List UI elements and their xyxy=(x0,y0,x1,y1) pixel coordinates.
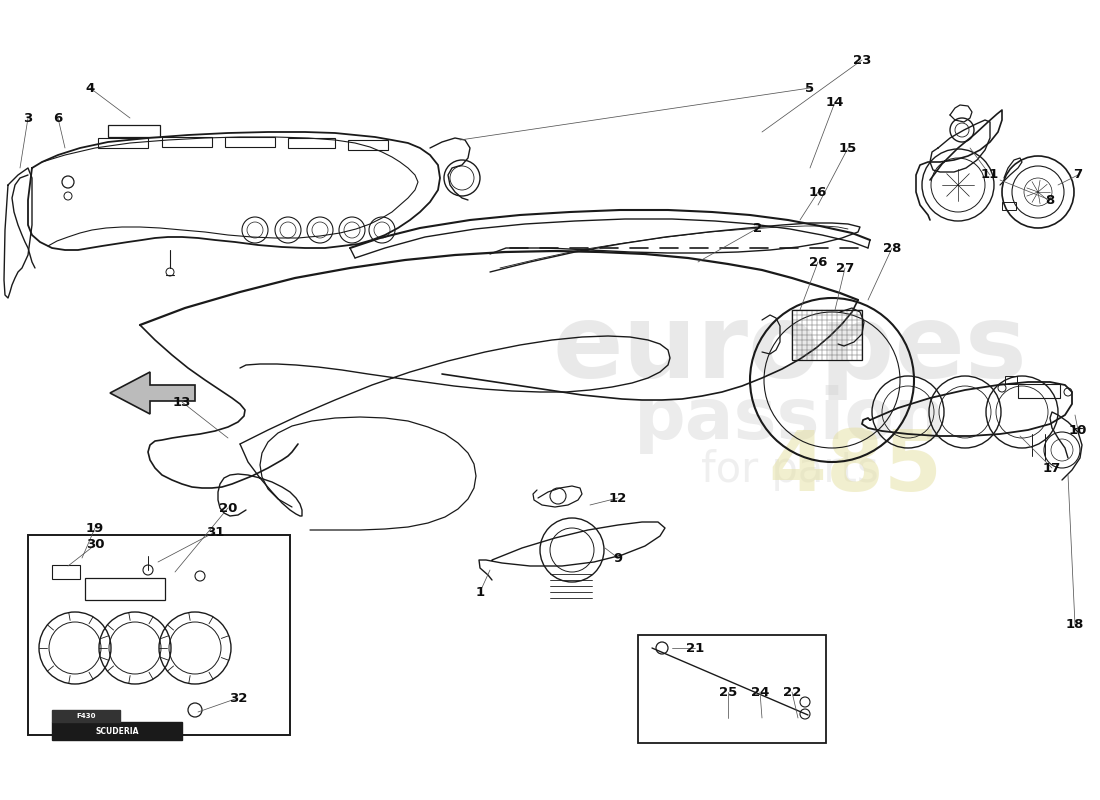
Text: 21: 21 xyxy=(686,642,704,654)
Polygon shape xyxy=(110,372,195,414)
Text: 24: 24 xyxy=(751,686,769,698)
Bar xyxy=(792,310,862,360)
Text: europes: europes xyxy=(552,299,1027,401)
Text: 12: 12 xyxy=(609,491,627,505)
Text: 23: 23 xyxy=(852,54,871,66)
Bar xyxy=(28,535,290,735)
Polygon shape xyxy=(52,710,120,722)
Bar xyxy=(98,138,148,148)
Text: 2: 2 xyxy=(754,222,762,234)
Text: 9: 9 xyxy=(614,551,623,565)
Text: 17: 17 xyxy=(1043,462,1062,474)
Bar xyxy=(348,140,388,150)
Text: 32: 32 xyxy=(229,691,248,705)
Text: 3: 3 xyxy=(23,111,33,125)
Text: 22: 22 xyxy=(783,686,801,698)
Bar xyxy=(1018,384,1060,398)
Text: 1: 1 xyxy=(475,586,485,598)
Text: 7: 7 xyxy=(1074,169,1082,182)
Text: 28: 28 xyxy=(883,242,901,254)
Text: 19: 19 xyxy=(86,522,104,534)
Text: 8: 8 xyxy=(1045,194,1055,206)
Text: 26: 26 xyxy=(808,255,827,269)
Bar xyxy=(288,138,336,148)
Text: 485: 485 xyxy=(768,427,942,509)
Text: 11: 11 xyxy=(981,169,999,182)
Text: 4: 4 xyxy=(86,82,95,94)
Text: 15: 15 xyxy=(839,142,857,154)
Text: 5: 5 xyxy=(805,82,815,94)
Text: SCUDERIA: SCUDERIA xyxy=(96,726,139,735)
Text: 18: 18 xyxy=(1066,618,1085,631)
Text: 6: 6 xyxy=(54,111,63,125)
Text: 27: 27 xyxy=(836,262,854,274)
Text: for parts: for parts xyxy=(701,449,879,491)
Text: 20: 20 xyxy=(219,502,238,514)
Bar xyxy=(1002,202,1016,210)
Text: 10: 10 xyxy=(1069,423,1087,437)
Text: passion: passion xyxy=(634,386,946,454)
Bar xyxy=(52,565,80,579)
Bar xyxy=(638,635,826,743)
Text: 13: 13 xyxy=(173,395,191,409)
Polygon shape xyxy=(52,722,182,740)
Bar xyxy=(162,137,212,147)
Text: 14: 14 xyxy=(826,95,844,109)
Bar xyxy=(226,137,275,147)
Bar xyxy=(85,578,165,600)
Text: 30: 30 xyxy=(86,538,104,551)
Bar xyxy=(108,125,159,137)
Text: 16: 16 xyxy=(808,186,827,198)
Text: 25: 25 xyxy=(719,686,737,698)
Text: 31: 31 xyxy=(206,526,224,538)
Text: F430: F430 xyxy=(76,713,96,719)
Bar xyxy=(1005,376,1018,384)
